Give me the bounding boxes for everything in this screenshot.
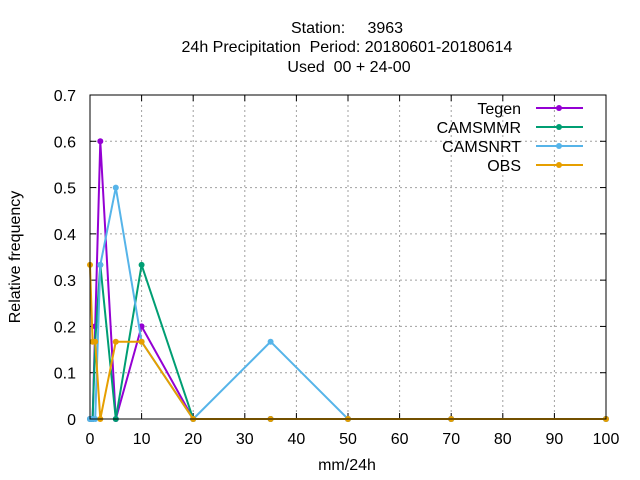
title-line-period: 24h Precipitation Period: 20180601-20180… — [182, 39, 513, 56]
y-tick-label: 0.5 — [54, 181, 76, 198]
title-line-used: Used 00 + 24-00 — [287, 59, 410, 76]
legend-label: OBS — [487, 158, 521, 175]
x-tick-label: 20 — [184, 431, 202, 448]
grid — [90, 95, 606, 419]
legend-swatch-point — [556, 105, 562, 111]
y-tick-label: 0.3 — [54, 273, 76, 290]
data-point-camsnrt — [112, 184, 119, 191]
x-tick-label: 80 — [494, 431, 512, 448]
x-axis-label: mm/24h — [318, 457, 376, 474]
data-point-camsmmr — [138, 261, 145, 268]
y-axis-ticks: 0 0.1 0.2 0.3 0.4 0.5 0.6 0.7 — [54, 88, 606, 429]
x-axis-ticks: 0 10 20 30 40 50 60 70 80 90 100 — [86, 95, 620, 448]
data-point-obs — [138, 338, 145, 345]
y-tick-label: 0.6 — [54, 134, 76, 151]
series-line-camsnrt — [90, 187, 606, 421]
x-tick-label: 30 — [236, 431, 254, 448]
data-point-camsnrt — [267, 338, 274, 345]
legend-label: CAMSMMR — [437, 120, 521, 137]
y-tick-label: 0.7 — [54, 88, 76, 105]
y-tick-label: 0.2 — [54, 319, 76, 336]
y-axis-label: Relative frequency — [7, 191, 24, 324]
title-line-station: Station: 3963 — [291, 20, 403, 37]
legend-label: CAMSNRT — [442, 139, 521, 156]
data-point-obs — [92, 338, 99, 345]
legend-label: Tegen — [477, 101, 521, 118]
data-point-tegen — [97, 138, 104, 145]
data-point-camsnrt — [97, 261, 104, 268]
legend: Tegen CAMSMMR CAMSNRT OBS — [437, 101, 583, 175]
legend-swatch-point — [556, 124, 562, 130]
y-tick-label: 0 — [67, 412, 76, 429]
data-point-obs — [112, 338, 119, 345]
x-tick-label: 40 — [288, 431, 306, 448]
legend-swatch-point — [556, 162, 562, 168]
legend-item-camsmmr: CAMSMMR — [437, 120, 583, 137]
x-tick-label: 10 — [133, 431, 151, 448]
x-tick-label: 0 — [86, 431, 95, 448]
y-tick-label: 0.1 — [54, 366, 76, 383]
plot-frame — [89, 94, 607, 420]
legend-item-camsnrt: CAMSNRT — [442, 139, 583, 156]
y-tick-label: 0.4 — [54, 227, 76, 244]
chart-title: Station: 3963 24h Precipitation Period: … — [182, 20, 513, 76]
x-tick-label: 70 — [442, 431, 460, 448]
legend-item-tegen: Tegen — [477, 101, 583, 118]
x-tick-label: 90 — [546, 431, 564, 448]
legend-item-obs: OBS — [487, 158, 583, 175]
x-tick-label: 50 — [339, 431, 357, 448]
legend-swatch-point — [556, 143, 562, 149]
x-tick-label: 60 — [391, 431, 409, 448]
x-tick-label: 100 — [593, 431, 620, 448]
